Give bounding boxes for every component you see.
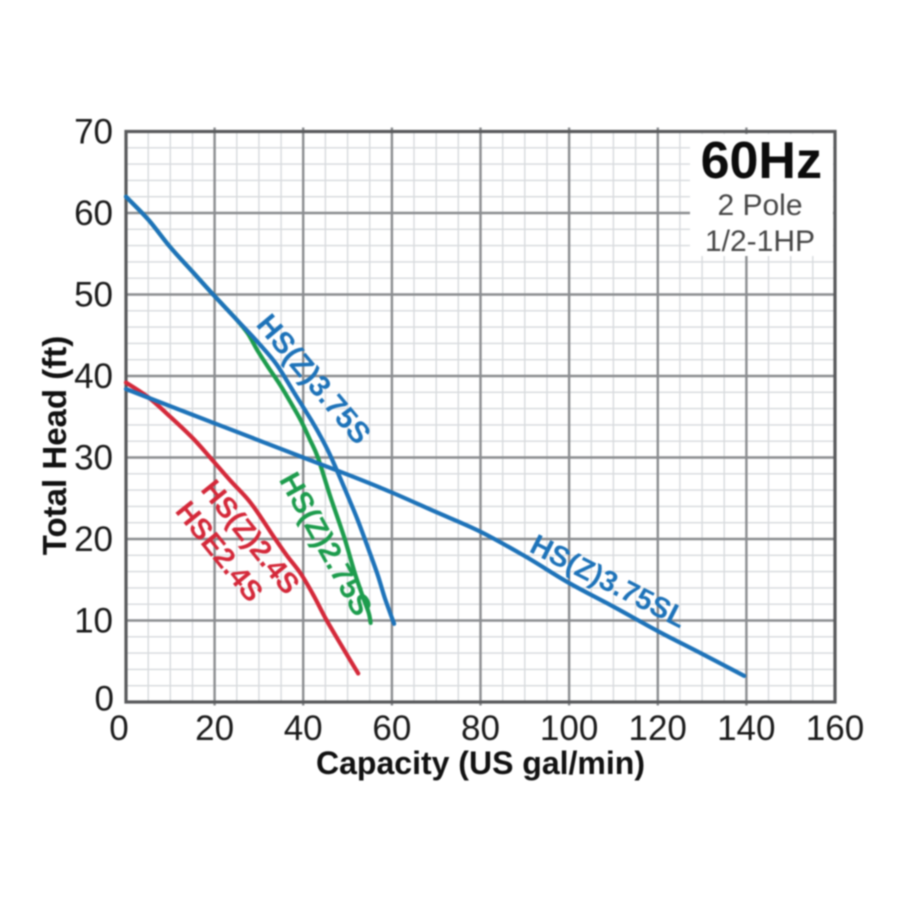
- svg-text:2 Pole: 2 Pole: [717, 189, 802, 222]
- svg-text:30: 30: [74, 439, 113, 478]
- svg-text:160: 160: [806, 709, 864, 748]
- svg-text:Capacity (US gal/min): Capacity (US gal/min): [316, 745, 645, 781]
- svg-text:60: 60: [372, 709, 411, 748]
- svg-text:120: 120: [628, 709, 686, 748]
- svg-text:80: 80: [461, 709, 500, 748]
- svg-text:60: 60: [74, 194, 113, 233]
- svg-text:40: 40: [74, 357, 113, 396]
- svg-text:20: 20: [195, 709, 234, 748]
- svg-text:0: 0: [109, 709, 128, 748]
- svg-text:50: 50: [74, 276, 113, 315]
- svg-text:20: 20: [74, 520, 113, 559]
- svg-text:Total Head (ft): Total Head (ft): [36, 336, 73, 555]
- svg-text:60Hz: 60Hz: [701, 132, 822, 190]
- svg-text:1/2-1HP: 1/2-1HP: [705, 225, 815, 258]
- svg-text:70: 70: [74, 113, 113, 152]
- svg-text:0: 0: [95, 680, 114, 719]
- svg-text:10: 10: [74, 602, 113, 641]
- svg-text:100: 100: [540, 709, 598, 748]
- svg-text:40: 40: [284, 709, 323, 748]
- svg-text:140: 140: [717, 709, 775, 748]
